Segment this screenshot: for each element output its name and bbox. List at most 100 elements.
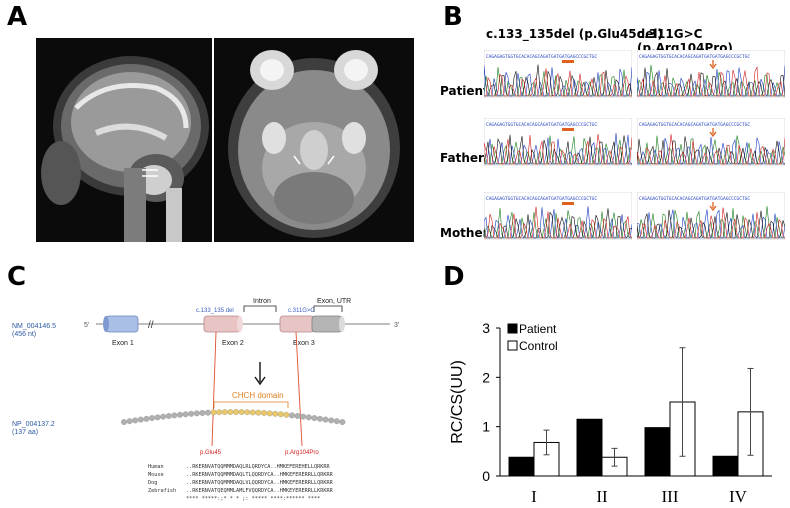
svg-text:CAGAGAGTGGTGCACACAGCAGATGATGAT: CAGAGAGTGGTGCACACAGCAGATGATGATGAGCCCGCTG… bbox=[639, 54, 750, 60]
exon3-label: Exon 3 bbox=[293, 340, 315, 347]
protein-bead bbox=[283, 411, 290, 418]
five-prime-label: 5' bbox=[84, 322, 89, 329]
protein-bead bbox=[216, 409, 223, 416]
y-tick-label: 2 bbox=[482, 369, 490, 385]
protein-bead bbox=[289, 412, 295, 419]
mri-axial-image bbox=[214, 38, 414, 242]
svg-text:CAGAGAGTGGTGCACACAGCAGATGATGAT: CAGAGAGTGGTGCACACAGCAGATGATGATGAGCCCGCTG… bbox=[486, 54, 597, 60]
exon1-label: Exon 1 bbox=[112, 340, 134, 347]
protein-bead bbox=[317, 415, 323, 422]
protein-bead bbox=[149, 415, 155, 422]
protein-bead bbox=[339, 419, 346, 425]
exon-utr-bracket bbox=[313, 305, 343, 312]
align-seq-dog: ..RKERNVATQQMMMDAQLVLQQRDYCA..HMKEFERERR… bbox=[186, 480, 334, 486]
protein-bead bbox=[294, 413, 301, 419]
y-axis-label: RC/CS(UU) bbox=[449, 360, 466, 444]
bar-patient-II bbox=[576, 418, 603, 477]
variant2-label: c.311G>C bbox=[288, 308, 315, 314]
exon2-shape bbox=[203, 315, 241, 333]
protein-bead bbox=[322, 416, 329, 423]
bar-patient-IV bbox=[712, 455, 739, 477]
np-id: NP_004137.2 bbox=[12, 421, 55, 428]
chromatogram-father-1: CAGAGAGTGGTGCACACAGCAGATGATGATGAGCCCGCTG… bbox=[484, 118, 632, 166]
align-conservation: **** *****:;* * * ;: ***** ****:****** *… bbox=[186, 496, 320, 502]
align-species-zebrafish: Zebrafish bbox=[148, 488, 176, 494]
protein-bead bbox=[249, 409, 256, 416]
legend-label-patient: Patient bbox=[519, 322, 557, 336]
protein-bead bbox=[205, 409, 211, 416]
exon-utr-label: Exon, UTR bbox=[317, 298, 351, 305]
row-label-father: Father bbox=[440, 151, 484, 165]
bar-patient-III bbox=[644, 427, 671, 477]
bar-patient-I bbox=[508, 456, 535, 477]
legend-swatch-control bbox=[507, 340, 518, 351]
protein-bead bbox=[311, 415, 318, 422]
svg-text:CAGAGAGTGGTGCACACAGCAGATGATGAT: CAGAGAGTGGTGCACACAGCAGATGATGATGAGCCCGCTG… bbox=[639, 196, 750, 202]
protein-bead bbox=[171, 412, 178, 419]
protein-bead bbox=[328, 417, 335, 424]
np-length: (137 aa) bbox=[12, 429, 38, 436]
svg-text:CAGAGAGTGGTGCACACAGCAGATGATGAT: CAGAGAGTGGTGCACACAGCAGATGATGATGAGCCCGCTG… bbox=[486, 196, 597, 202]
down-arrow-head-icon bbox=[254, 376, 266, 386]
protein-bead bbox=[137, 416, 144, 423]
protein-bead bbox=[233, 409, 239, 415]
chromatogram-mother-2: CAGAGAGTGGTGCACACAGCAGATGATGATGAGCCCGCTG… bbox=[637, 192, 785, 240]
align-species-dog: Dog bbox=[148, 480, 157, 486]
gene-protein-schematic: 5' 3' // NM_004146.5 (456 nt) Exon 1 Exo… bbox=[12, 298, 399, 502]
align-seq-human: ..RKERNVATQQMMMDAQLRLQRDYCA..HMKEFEREHEL… bbox=[186, 464, 331, 470]
protein-bead bbox=[182, 411, 189, 418]
col1-title: c.133_135del (p.Glu45del) bbox=[486, 27, 663, 41]
x-tick-label-III: III bbox=[662, 487, 679, 506]
protein-bead bbox=[132, 417, 139, 424]
protein-bead bbox=[154, 414, 161, 421]
protein-bead bbox=[238, 409, 245, 416]
x-tick-label-IV: IV bbox=[729, 487, 748, 506]
align-seq-zebrafish: ..RKERNVATQEQMMLAMLFVQQRDYCA..HMKEYERERR… bbox=[186, 488, 334, 494]
protein-bead bbox=[193, 410, 200, 417]
legend-label-control: Control bbox=[519, 339, 558, 353]
chromatogram-mother-1: CAGAGAGTGGTGCACACAGCAGATGATGATGAGCCCGCTG… bbox=[484, 192, 632, 240]
protein-bead bbox=[277, 411, 284, 418]
nm-length: (456 nt) bbox=[12, 331, 36, 338]
variant1-line bbox=[211, 331, 217, 447]
protein-bead bbox=[272, 410, 279, 417]
align-species-human: Human bbox=[148, 464, 164, 470]
intron-label: Intron bbox=[253, 298, 271, 305]
panel-label-d: D bbox=[443, 262, 465, 292]
exon1-shape bbox=[105, 315, 139, 333]
protein-bead bbox=[177, 411, 183, 418]
variant1-label: c.133_135 del bbox=[196, 308, 234, 314]
panel-label-a: A bbox=[7, 2, 28, 32]
chromatogram-patient-2: CAGAGAGTGGTGCACACAGCAGATGATGATGAGCCCGCTG… bbox=[637, 50, 785, 98]
break-symbol: // bbox=[148, 320, 154, 331]
y-tick-label: 1 bbox=[482, 419, 490, 435]
protein-bead bbox=[244, 409, 251, 416]
protein-bead bbox=[255, 409, 262, 416]
protein-bead bbox=[143, 415, 150, 422]
row-label-mother: Mother bbox=[440, 226, 489, 240]
protein-variant1-label: p.Glu45 bbox=[200, 450, 222, 456]
align-seq-mouse: ..RKERNVATQQMMMDAQLTLQQRDYCA..HMKEFERERR… bbox=[186, 472, 334, 478]
legend-swatch-patient bbox=[507, 323, 518, 334]
protein-bead bbox=[227, 409, 234, 415]
exon2-cap bbox=[237, 316, 243, 332]
protein-bead bbox=[121, 419, 127, 425]
protein-bead bbox=[126, 418, 133, 425]
three-prime-label: 3' bbox=[394, 322, 399, 329]
variant2-line bbox=[295, 331, 303, 447]
protein-variant2-label: p.Arg104Pro bbox=[285, 450, 319, 456]
protein-bead bbox=[305, 414, 312, 421]
align-species-mouse: Mouse bbox=[148, 472, 164, 478]
panel-label-b: B bbox=[443, 2, 463, 32]
exon3-cap bbox=[339, 316, 345, 332]
panel-label-c: C bbox=[7, 262, 27, 292]
svg-text:CAGAGAGTGGTGCACACAGCAGATGATGAT: CAGAGAGTGGTGCACACAGCAGATGATGATGAGCCCGCTG… bbox=[639, 122, 750, 128]
exon-utr-shape bbox=[311, 315, 343, 333]
protein-bead bbox=[333, 418, 340, 425]
exon1-cap bbox=[103, 316, 109, 332]
row-label-patient: Patient bbox=[440, 84, 489, 98]
protein-bead bbox=[221, 409, 228, 416]
y-tick-label: 3 bbox=[482, 320, 490, 336]
x-tick-label-I: I bbox=[531, 487, 537, 506]
